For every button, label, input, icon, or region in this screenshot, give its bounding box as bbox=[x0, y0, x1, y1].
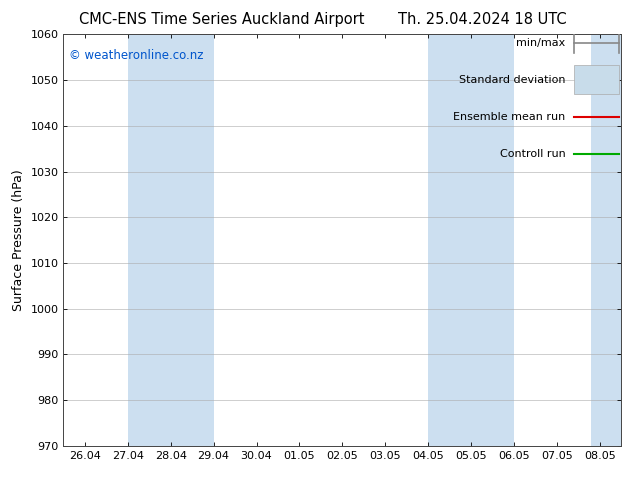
Bar bbox=[574, 65, 619, 94]
Y-axis label: Surface Pressure (hPa): Surface Pressure (hPa) bbox=[12, 169, 25, 311]
Text: Th. 25.04.2024 18 UTC: Th. 25.04.2024 18 UTC bbox=[398, 12, 566, 27]
Text: min/max: min/max bbox=[516, 38, 566, 48]
Bar bbox=[128, 34, 214, 446]
Text: CMC-ENS Time Series Auckland Airport: CMC-ENS Time Series Auckland Airport bbox=[79, 12, 365, 27]
Text: Ensemble mean run: Ensemble mean run bbox=[453, 112, 566, 122]
Text: Standard deviation: Standard deviation bbox=[459, 74, 566, 85]
Text: Controll run: Controll run bbox=[500, 148, 566, 159]
Bar bbox=[428, 34, 514, 446]
Text: © weatheronline.co.nz: © weatheronline.co.nz bbox=[69, 49, 204, 62]
Bar bbox=[592, 34, 621, 446]
